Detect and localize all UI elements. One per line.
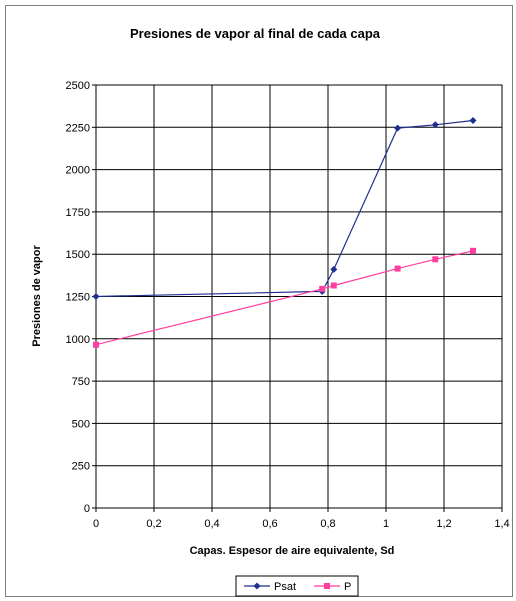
data-point [92, 293, 100, 300]
legend-label: P [344, 581, 351, 593]
data-point [93, 341, 99, 348]
y-tick-label: 2250 [66, 122, 90, 134]
legend-label: Psat [274, 581, 296, 593]
x-tick-label: 0 [93, 518, 99, 530]
y-axis-label: Presiones de vapor [31, 245, 43, 347]
y-tick-label: 2000 [66, 165, 90, 177]
data-point [469, 117, 477, 125]
x-axis-label: Capas. Espesor de aire equivalente, Sd [190, 545, 395, 557]
legend-swatch-marker [324, 583, 330, 589]
y-tick-label: 1500 [66, 249, 90, 261]
chart-frame [5, 5, 513, 597]
data-point [432, 256, 439, 263]
series-psat [92, 117, 477, 300]
x-tick-label: 0,2 [146, 518, 161, 530]
x-tick-label: 1 [383, 518, 389, 530]
x-tick-labels: 0 0,2 0,4 0,6 0,8 1 1,2 1,4 [93, 518, 510, 530]
legend: Psat P [235, 575, 359, 597]
data-point [394, 265, 401, 272]
x-tick-label: 1,4 [494, 518, 509, 530]
series-line [95, 250, 474, 346]
series-group [92, 117, 477, 348]
data-point [330, 265, 338, 273]
data-point [319, 285, 326, 292]
series-line [95, 119, 474, 298]
grid [95, 84, 503, 509]
series-p [93, 247, 476, 348]
data-point [330, 282, 337, 289]
legend-swatch-marker [253, 582, 261, 590]
chart-title: Presiones de vapor al final de cada capa [130, 26, 381, 41]
x-tick-label: 0,4 [204, 518, 219, 530]
x-tick-label: 0,8 [320, 518, 335, 530]
y-tick-label: 250 [72, 461, 90, 473]
y-tick-label: 1000 [66, 334, 90, 346]
y-tick-label: 1250 [66, 292, 90, 304]
data-point [431, 121, 439, 129]
y-tick-label: 500 [72, 418, 90, 430]
legend-box [235, 575, 359, 597]
data-point [470, 247, 476, 254]
y-tick-labels: 0 250 500 750 1000 1250 1500 1750 2000 2250 2500 [66, 80, 90, 515]
x-tick-label: 0,6 [262, 518, 277, 530]
data-point [394, 124, 402, 132]
y-tick-label: 1750 [66, 207, 90, 219]
y-tick-label: 0 [84, 503, 90, 515]
x-tick-label: 1,2 [436, 518, 451, 530]
y-tick-label: 750 [72, 376, 90, 388]
y-tick-label: 2500 [66, 80, 90, 92]
